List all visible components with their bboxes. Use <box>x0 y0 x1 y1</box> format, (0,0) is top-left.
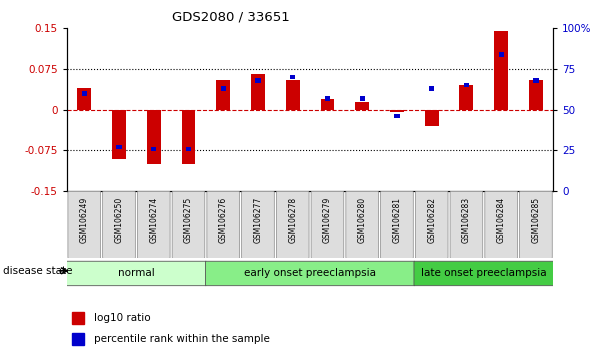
Text: disease state: disease state <box>3 266 72 276</box>
Text: GSM106278: GSM106278 <box>288 196 297 242</box>
Text: GSM106249: GSM106249 <box>80 196 89 243</box>
Bar <box>464 83 469 87</box>
Bar <box>425 110 438 126</box>
FancyBboxPatch shape <box>206 261 415 286</box>
Text: GSM106275: GSM106275 <box>184 196 193 243</box>
FancyBboxPatch shape <box>207 191 240 258</box>
Bar <box>112 110 126 159</box>
Bar <box>72 333 84 345</box>
Bar <box>529 80 543 110</box>
Bar <box>325 96 330 101</box>
Bar <box>182 110 195 164</box>
Bar <box>116 145 122 149</box>
Text: GSM106250: GSM106250 <box>114 196 123 243</box>
Bar <box>255 78 261 82</box>
FancyBboxPatch shape <box>346 191 379 258</box>
Text: GSM106277: GSM106277 <box>254 196 263 243</box>
Bar <box>81 91 87 96</box>
Bar <box>72 312 84 324</box>
FancyBboxPatch shape <box>137 191 170 258</box>
Bar <box>151 147 156 151</box>
Text: late onset preeclampsia: late onset preeclampsia <box>421 268 547 278</box>
FancyBboxPatch shape <box>277 191 309 258</box>
FancyBboxPatch shape <box>172 191 205 258</box>
Text: GSM106280: GSM106280 <box>358 196 367 242</box>
Text: log10 ratio: log10 ratio <box>94 313 150 323</box>
FancyBboxPatch shape <box>520 191 552 258</box>
Bar <box>499 52 504 57</box>
Bar <box>320 99 334 110</box>
Text: percentile rank within the sample: percentile rank within the sample <box>94 334 269 344</box>
Bar <box>147 110 161 164</box>
Text: GSM106279: GSM106279 <box>323 196 332 243</box>
Bar <box>460 85 474 110</box>
Bar <box>77 88 91 110</box>
Text: early onset preeclampsia: early onset preeclampsia <box>244 268 376 278</box>
FancyBboxPatch shape <box>414 261 554 286</box>
FancyBboxPatch shape <box>103 191 136 258</box>
Bar <box>355 102 369 110</box>
Text: GSM106274: GSM106274 <box>149 196 158 243</box>
FancyBboxPatch shape <box>241 191 274 258</box>
Bar <box>251 74 265 110</box>
Text: normal: normal <box>118 268 155 278</box>
Text: GSM106276: GSM106276 <box>219 196 228 243</box>
Text: GSM106285: GSM106285 <box>531 196 541 242</box>
Text: GSM106283: GSM106283 <box>462 196 471 242</box>
Bar <box>216 80 230 110</box>
Text: GSM106281: GSM106281 <box>392 196 401 242</box>
Bar <box>395 114 399 119</box>
Bar <box>286 80 300 110</box>
Bar <box>494 31 508 110</box>
Text: GSM106284: GSM106284 <box>497 196 506 242</box>
Bar <box>429 86 434 91</box>
Bar <box>221 86 226 91</box>
FancyBboxPatch shape <box>311 191 344 258</box>
FancyBboxPatch shape <box>66 261 206 286</box>
Text: GDS2080 / 33651: GDS2080 / 33651 <box>172 11 290 24</box>
Bar <box>533 78 539 82</box>
FancyBboxPatch shape <box>450 191 483 258</box>
Text: GSM106282: GSM106282 <box>427 196 436 242</box>
Bar <box>186 147 191 151</box>
Bar <box>390 110 404 113</box>
FancyBboxPatch shape <box>485 191 517 258</box>
FancyBboxPatch shape <box>381 191 413 258</box>
Bar <box>359 96 365 101</box>
FancyBboxPatch shape <box>415 191 448 258</box>
Bar <box>290 75 295 79</box>
FancyBboxPatch shape <box>68 191 100 258</box>
